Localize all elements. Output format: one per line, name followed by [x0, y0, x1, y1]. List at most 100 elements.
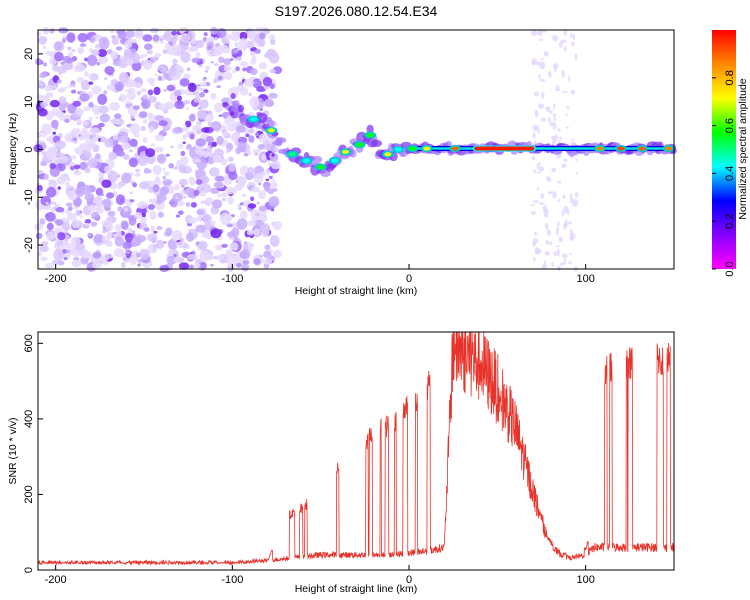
track-nodule-core	[250, 117, 258, 122]
noise-blob	[177, 200, 185, 207]
noise-blob	[101, 235, 110, 243]
noise-blob	[214, 42, 221, 48]
noise-blob	[131, 38, 137, 44]
noise-blob	[140, 125, 146, 132]
track-nodule-core	[384, 152, 392, 157]
noise-blob	[75, 210, 81, 216]
noise-blob	[216, 27, 227, 39]
noise-blob	[63, 176, 69, 181]
track-halo	[266, 119, 275, 128]
noise-blob	[115, 46, 123, 51]
noise-blob	[260, 171, 266, 177]
noise-blob	[227, 196, 235, 205]
noise-blob	[129, 138, 138, 147]
noise-blob	[137, 259, 142, 263]
noise-blob	[59, 86, 66, 93]
noise-blob	[226, 115, 232, 120]
noise-blob	[42, 45, 47, 50]
noise-blob	[67, 190, 71, 194]
noise-blob	[258, 254, 264, 258]
noise-blob	[530, 203, 535, 207]
noise-blob	[165, 227, 173, 236]
noise-blob	[173, 89, 182, 97]
noise-blob	[67, 46, 72, 51]
noise-blob	[65, 202, 73, 207]
snr-x-label: Height of straight line (km)	[295, 583, 418, 595]
noise-blob	[183, 124, 187, 127]
noise-blob	[238, 37, 248, 48]
noise-blob	[536, 162, 540, 169]
snr-background	[38, 332, 674, 570]
noise-blob	[65, 182, 70, 188]
noise-blob	[141, 212, 146, 218]
noise-blob	[185, 201, 191, 207]
noise-blob	[193, 189, 200, 197]
noise-blob	[77, 91, 81, 95]
noise-blob	[207, 121, 212, 126]
noise-blob	[164, 43, 171, 49]
noise-blob	[213, 78, 218, 84]
noise-blob	[237, 141, 247, 153]
noise-blob	[226, 123, 237, 132]
noise-blob	[187, 216, 198, 224]
x-tick-label: 0	[406, 273, 412, 285]
noise-blob	[128, 149, 134, 153]
noise-blob	[237, 257, 242, 261]
colorbar-tick-label: 0.2	[724, 214, 736, 229]
noise-blob	[81, 249, 90, 260]
spectrogram-y-ticks: 20 10 0 -10 -20	[23, 48, 43, 253]
noise-blob	[104, 165, 113, 174]
noise-blob	[40, 160, 48, 167]
noise-blob	[121, 141, 130, 150]
noise-blob	[139, 216, 148, 224]
noise-blob	[180, 156, 189, 166]
noise-blob	[570, 192, 573, 200]
noise-blob	[202, 78, 207, 82]
noise-blob	[556, 155, 561, 159]
noise-blob	[248, 92, 252, 97]
noise-blob	[118, 181, 126, 187]
noise-blob	[543, 51, 549, 57]
noise-blob	[535, 61, 541, 66]
noise-blob	[545, 240, 550, 245]
y-tick-label: 20	[23, 48, 35, 60]
noise-blob	[60, 160, 65, 164]
noise-blob	[40, 256, 48, 262]
noise-blob	[97, 122, 105, 128]
noise-blob	[149, 210, 157, 220]
noise-blob	[146, 50, 153, 55]
noise-blob	[174, 184, 180, 191]
noise-blob	[96, 208, 104, 214]
noise-blob	[37, 108, 48, 117]
noise-blob	[125, 100, 131, 105]
noise-blob	[72, 84, 76, 88]
noise-blob	[185, 106, 189, 110]
noise-blob	[226, 255, 238, 268]
noise-blob	[217, 193, 222, 198]
noise-blob	[168, 67, 177, 77]
noise-blob	[199, 99, 209, 109]
noise-blob	[36, 94, 44, 100]
noise-blob	[232, 222, 238, 226]
noise-blob	[225, 34, 231, 41]
noise-blob	[159, 38, 163, 42]
noise-blob	[150, 225, 155, 231]
noise-blob	[569, 236, 574, 242]
noise-blob	[531, 241, 536, 247]
noise-blob	[239, 86, 249, 96]
noise-blob	[262, 258, 273, 265]
track-halo	[349, 149, 357, 158]
noise-blob	[553, 102, 556, 110]
noise-blob	[168, 249, 173, 254]
noise-blob	[201, 127, 210, 133]
noise-blob	[553, 251, 557, 257]
noise-blob	[123, 154, 130, 160]
noise-blob	[47, 179, 51, 182]
noise-blob	[121, 172, 132, 184]
noise-blob	[252, 148, 261, 154]
noise-blob	[557, 128, 561, 132]
y-tick-label: 400	[23, 410, 35, 428]
noise-blob	[42, 28, 51, 34]
noise-blob	[182, 141, 186, 145]
